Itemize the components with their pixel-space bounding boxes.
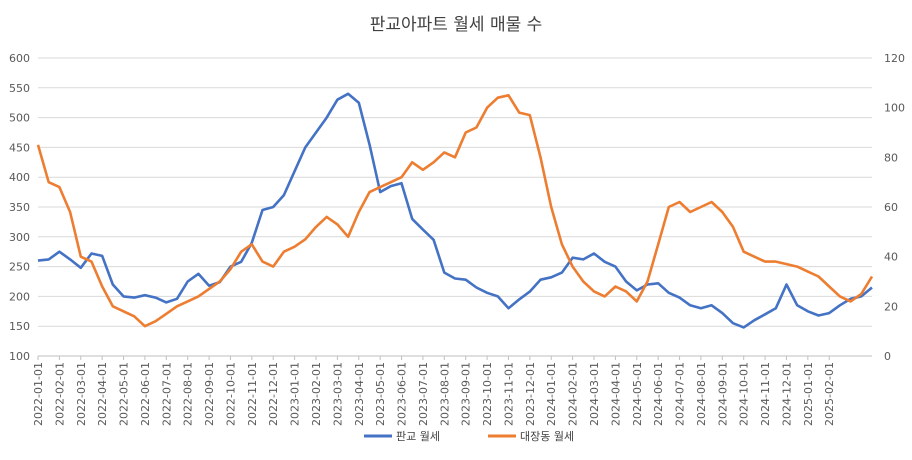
y-right-tick-label: 100 [884, 102, 905, 115]
x-tick-label: 2023-03-01 [331, 362, 344, 426]
y-left-tick-label: 500 [9, 112, 30, 125]
y-left-tick-label: 400 [9, 171, 30, 184]
y-left-tick-label: 200 [9, 290, 30, 303]
x-tick-label: 2022-11-01 [246, 362, 259, 426]
x-tick-label: 2023-07-01 [417, 362, 430, 426]
x-tick-label: 2022-08-01 [182, 362, 195, 426]
x-tick-label: 2024-03-01 [588, 362, 601, 426]
legend-label: 대장동 월세 [520, 430, 574, 443]
y-left-tick-label: 550 [9, 82, 30, 95]
x-tick-label: 2023-02-01 [310, 362, 323, 426]
x-tick-label: 2023-10-01 [481, 362, 494, 426]
x-tick-label: 2024-10-01 [738, 362, 751, 426]
y-right-tick-label: 40 [884, 251, 898, 264]
y-right-tick-label: 80 [884, 151, 898, 164]
x-tick-label: 2022-06-01 [139, 362, 152, 426]
y-left-tick-label: 600 [9, 52, 30, 65]
x-tick-label: 2024-06-01 [652, 362, 665, 426]
x-tick-label: 2023-09-01 [460, 362, 473, 426]
y-left-tick-label: 150 [9, 320, 30, 333]
y-left-tick-label: 450 [9, 141, 30, 154]
x-tick-label: 2025-01-01 [802, 362, 815, 426]
y-right-tick-label: 120 [884, 52, 905, 65]
x-tick-label: 2023-12-01 [524, 362, 537, 426]
y-right-tick-label: 20 [884, 300, 898, 313]
x-tick-label: 2022-12-01 [267, 362, 280, 426]
y-left-tick-label: 300 [9, 231, 30, 244]
series-line-1 [37, 92, 873, 329]
series-line-2 [36, 94, 874, 328]
x-tick-label: 2022-01-01 [32, 362, 45, 426]
x-tick-label: 2022-04-01 [96, 362, 109, 426]
x-tick-label: 2024-11-01 [759, 362, 772, 426]
x-tick-label: 2022-05-01 [118, 362, 131, 426]
x-tick-label: 2024-01-01 [545, 362, 558, 426]
x-tick-label: 2022-07-01 [160, 362, 173, 426]
x-tick-label: 2024-08-01 [695, 362, 708, 426]
x-tick-label: 2023-05-01 [374, 362, 387, 426]
x-tick-label: 2025-02-01 [823, 362, 836, 426]
x-tick-label: 2023-04-01 [353, 362, 366, 426]
x-tick-label: 2024-04-01 [609, 362, 622, 426]
x-tick-label: 2024-05-01 [631, 362, 644, 426]
x-tick-label: 2023-11-01 [502, 362, 515, 426]
x-tick-label: 2023-01-01 [289, 362, 302, 426]
y-right-tick-label: 60 [884, 201, 898, 214]
y-left-tick-label: 250 [9, 261, 30, 274]
x-tick-label: 2023-08-01 [438, 362, 451, 426]
x-tick-label: 2022-02-01 [53, 362, 66, 426]
x-tick-label: 2024-12-01 [780, 362, 793, 426]
x-tick-label: 2022-10-01 [224, 362, 237, 426]
chart-title: 판교아파트 월세 매물 수 [370, 15, 543, 35]
x-tick-label: 2024-07-01 [674, 362, 687, 426]
x-tick-label: 2022-09-01 [203, 362, 216, 426]
x-tick-label: 2024-02-01 [567, 362, 580, 426]
x-tick-label: 2024-09-01 [716, 362, 729, 426]
legend-label: 판교 월세 [396, 430, 440, 443]
x-tick-label: 2023-06-01 [396, 362, 409, 426]
x-tick-label: 2022-03-01 [75, 362, 88, 426]
y-left-tick-label: 350 [9, 201, 30, 214]
y-left-tick-label: 100 [9, 350, 30, 363]
y-right-tick-label: 0 [884, 350, 891, 363]
